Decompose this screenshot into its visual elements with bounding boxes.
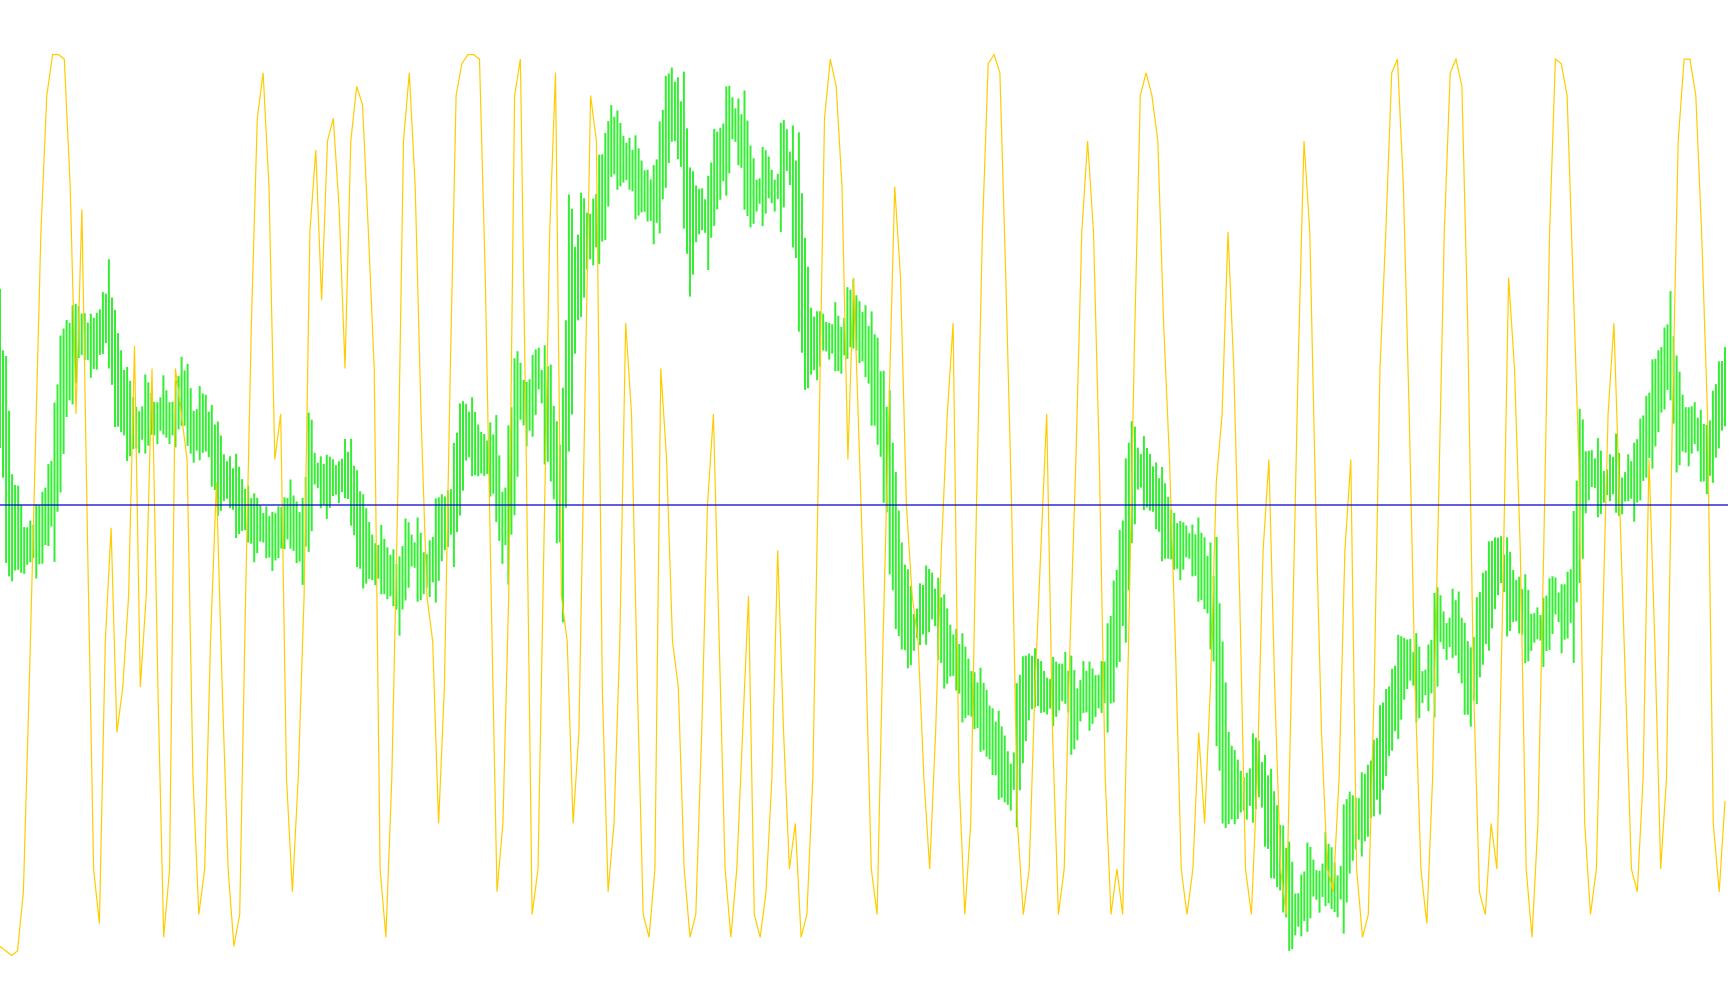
yellow-series-line — [0, 53, 1726, 957]
green-bars-series — [0, 67, 1726, 951]
yellow-line-series — [0, 53, 1726, 957]
